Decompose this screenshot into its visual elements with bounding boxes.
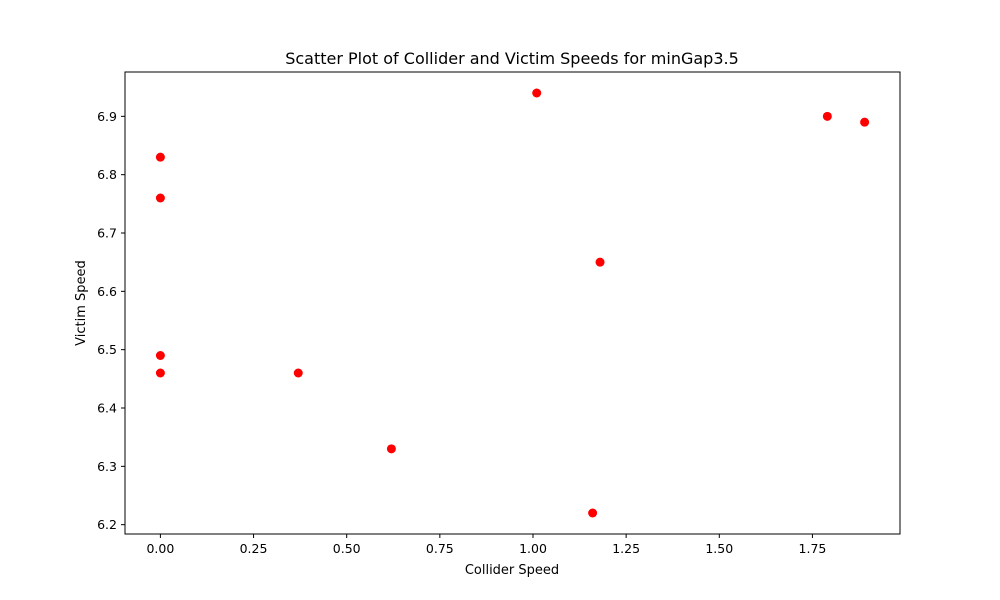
scatter-point — [155, 193, 165, 203]
y-tick-label: 6.8 — [97, 167, 117, 182]
y-tick-label: 6.5 — [97, 342, 117, 357]
scatter-point — [595, 257, 605, 267]
scatter-point — [386, 444, 396, 454]
y-tick-label: 6.7 — [97, 226, 117, 241]
y-tick-label: 6.2 — [97, 517, 117, 532]
scatter-point — [155, 152, 165, 162]
x-tick-label: 1.25 — [612, 541, 640, 556]
y-axis-label: Victim Speed — [74, 260, 89, 346]
scatter-point — [293, 368, 303, 378]
y-tick-label: 6.9 — [97, 109, 117, 124]
scatter-point — [588, 508, 598, 518]
y-tick-label: 6.4 — [97, 401, 117, 416]
data-points — [155, 88, 870, 518]
x-tick-label: 1.75 — [799, 541, 827, 556]
scatter-point — [155, 368, 165, 378]
x-axis-label: Collider Speed — [465, 563, 559, 578]
x-tick-label: 0.25 — [240, 541, 268, 556]
x-tick-label: 0.00 — [146, 541, 174, 556]
y-tick-label: 6.6 — [97, 284, 117, 299]
scatter-point — [532, 88, 542, 98]
scatter-point — [155, 351, 165, 360]
x-axis-ticks: 0.00 0.25 0.50 0.75 1.00 1.25 1.50 1.75 — [146, 534, 826, 556]
x-tick-label: 0.50 — [333, 541, 361, 556]
y-tick-label: 6.3 — [97, 459, 117, 474]
x-tick-label: 1.50 — [705, 541, 733, 556]
y-axis-ticks: 6.2 6.3 6.4 6.5 6.6 6.7 6.8 6.9 — [97, 109, 125, 532]
chart-title: Scatter Plot of Collider and Victim Spee… — [285, 49, 739, 68]
plot-area-frame — [124, 71, 901, 535]
x-tick-label: 1.00 — [519, 541, 547, 556]
scatter-point — [860, 117, 870, 127]
scatter-point — [822, 111, 832, 121]
x-tick-label: 0.75 — [426, 541, 454, 556]
